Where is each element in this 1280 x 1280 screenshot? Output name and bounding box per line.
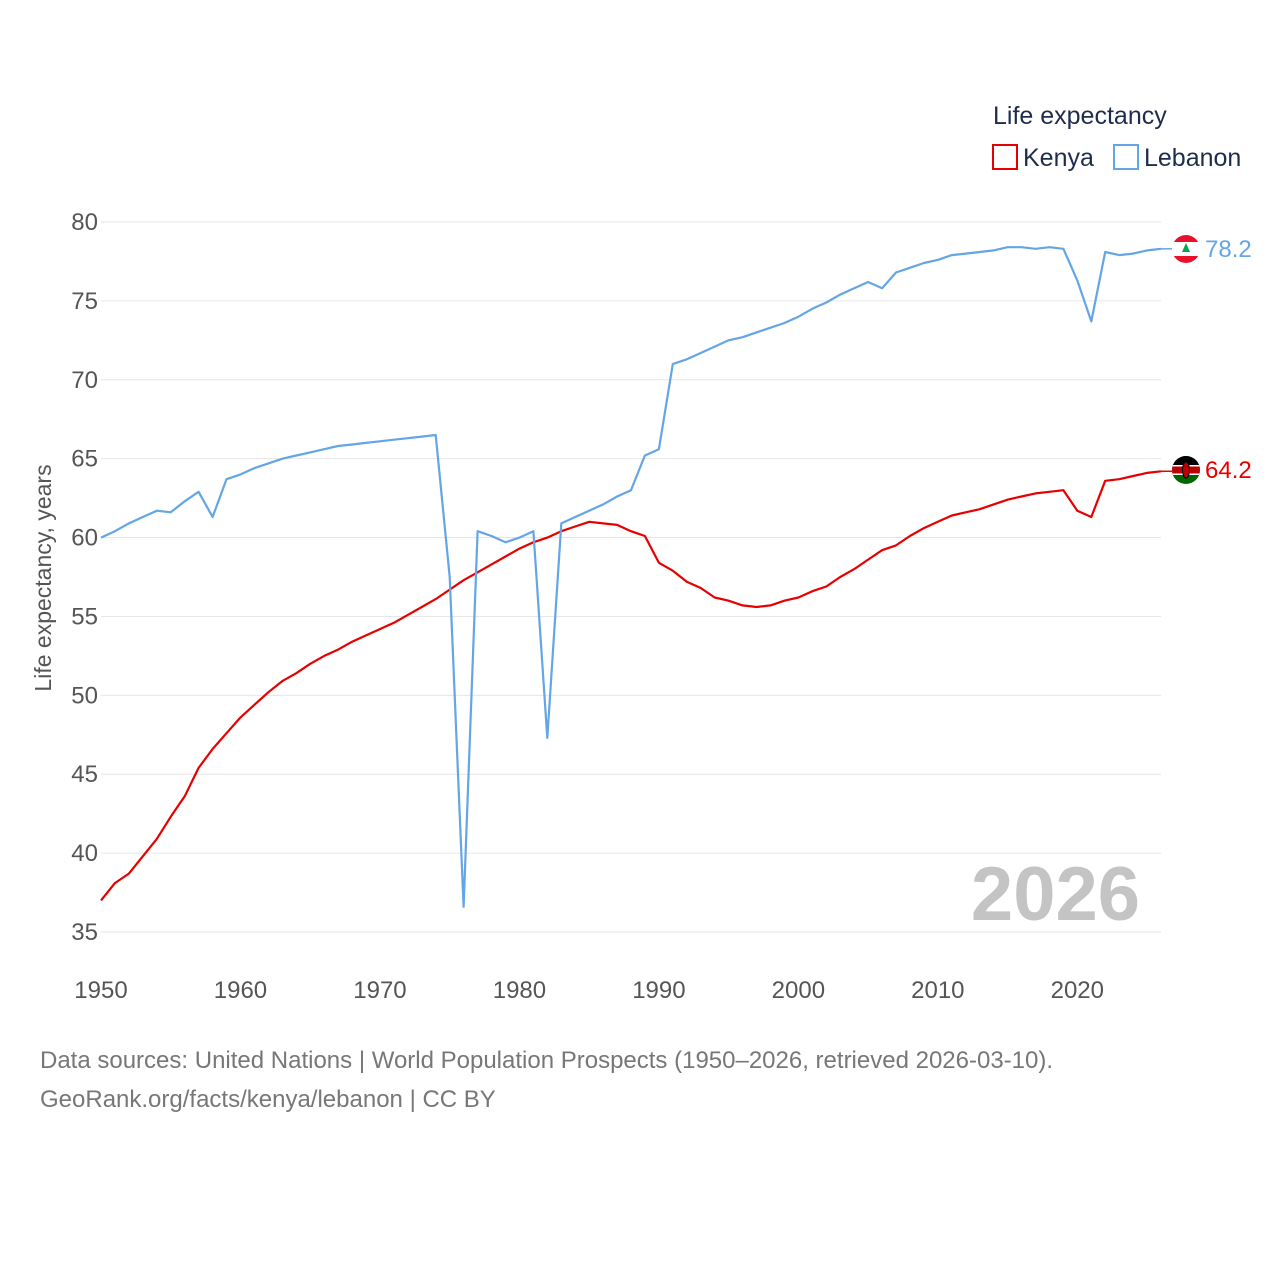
series-line-kenya[interactable] [100,470,1162,902]
lebanon-flag-icon [1172,235,1200,263]
legend-swatch-kenya [992,144,1018,170]
legend-label-kenya: Kenya [1023,144,1094,172]
x-tick-label: 2020 [1051,977,1104,1004]
y-tick-label: 55 [71,603,98,630]
source-line-1: Data sources: United Nations | World Pop… [40,1047,1054,1074]
y-tick-label: 50 [71,682,98,709]
x-tick-label: 1990 [632,977,685,1004]
legend: Life expectancy Kenya Lebanon [992,102,1241,172]
x-tick-label: 1950 [74,977,127,1004]
y-tick-label: 40 [71,840,98,867]
legend-label-lebanon: Lebanon [1144,144,1241,172]
legend-title: Life expectancy [993,102,1167,130]
x-tick-label: 1980 [493,977,546,1004]
legend-swatch-lebanon [1113,144,1139,170]
y-tick-label: 45 [71,761,98,788]
x-tick-label: 2000 [772,977,825,1004]
x-tick-label: 1960 [214,977,267,1004]
y-tick-label: 35 [71,919,98,946]
end-label-kenya: 64.2 [1205,457,1252,484]
life-expectancy-chart: 35 40 45 50 55 60 65 70 75 80 1950 1960 1970 1980 199… [30,102,1252,1004]
x-tick-label: 2010 [911,977,964,1004]
series-lines [100,246,1172,908]
y-tick-label: 70 [71,367,98,394]
series-line-lebanon[interactable] [100,246,1162,908]
legend-item-kenya[interactable]: Kenya [992,144,1094,172]
end-label-lebanon: 78.2 [1205,236,1252,263]
y-axis-ticks: 35 40 45 50 55 60 65 70 75 80 [71,209,98,946]
y-tick-label: 60 [71,525,98,552]
year-watermark: 2026 [971,852,1140,937]
legend-item-lebanon[interactable]: Lebanon [1113,144,1241,172]
x-axis-ticks: 1950 1960 1970 1980 1990 2000 2010 2020 [74,977,1104,1004]
y-tick-label: 80 [71,209,98,236]
y-tick-label: 65 [71,446,98,473]
grid-lines [101,221,1161,933]
kenya-flag-icon [1172,456,1200,484]
y-tick-label: 75 [71,288,98,315]
source-line-2: GeoRank.org/facts/kenya/lebanon | CC BY [40,1086,496,1113]
x-tick-label: 1970 [353,977,406,1004]
y-axis-label: Life expectancy, years [30,464,56,691]
